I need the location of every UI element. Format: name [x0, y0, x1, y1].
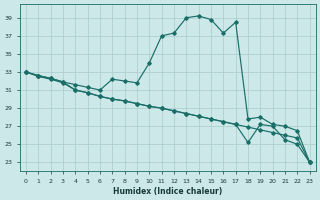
X-axis label: Humidex (Indice chaleur): Humidex (Indice chaleur): [113, 187, 222, 196]
